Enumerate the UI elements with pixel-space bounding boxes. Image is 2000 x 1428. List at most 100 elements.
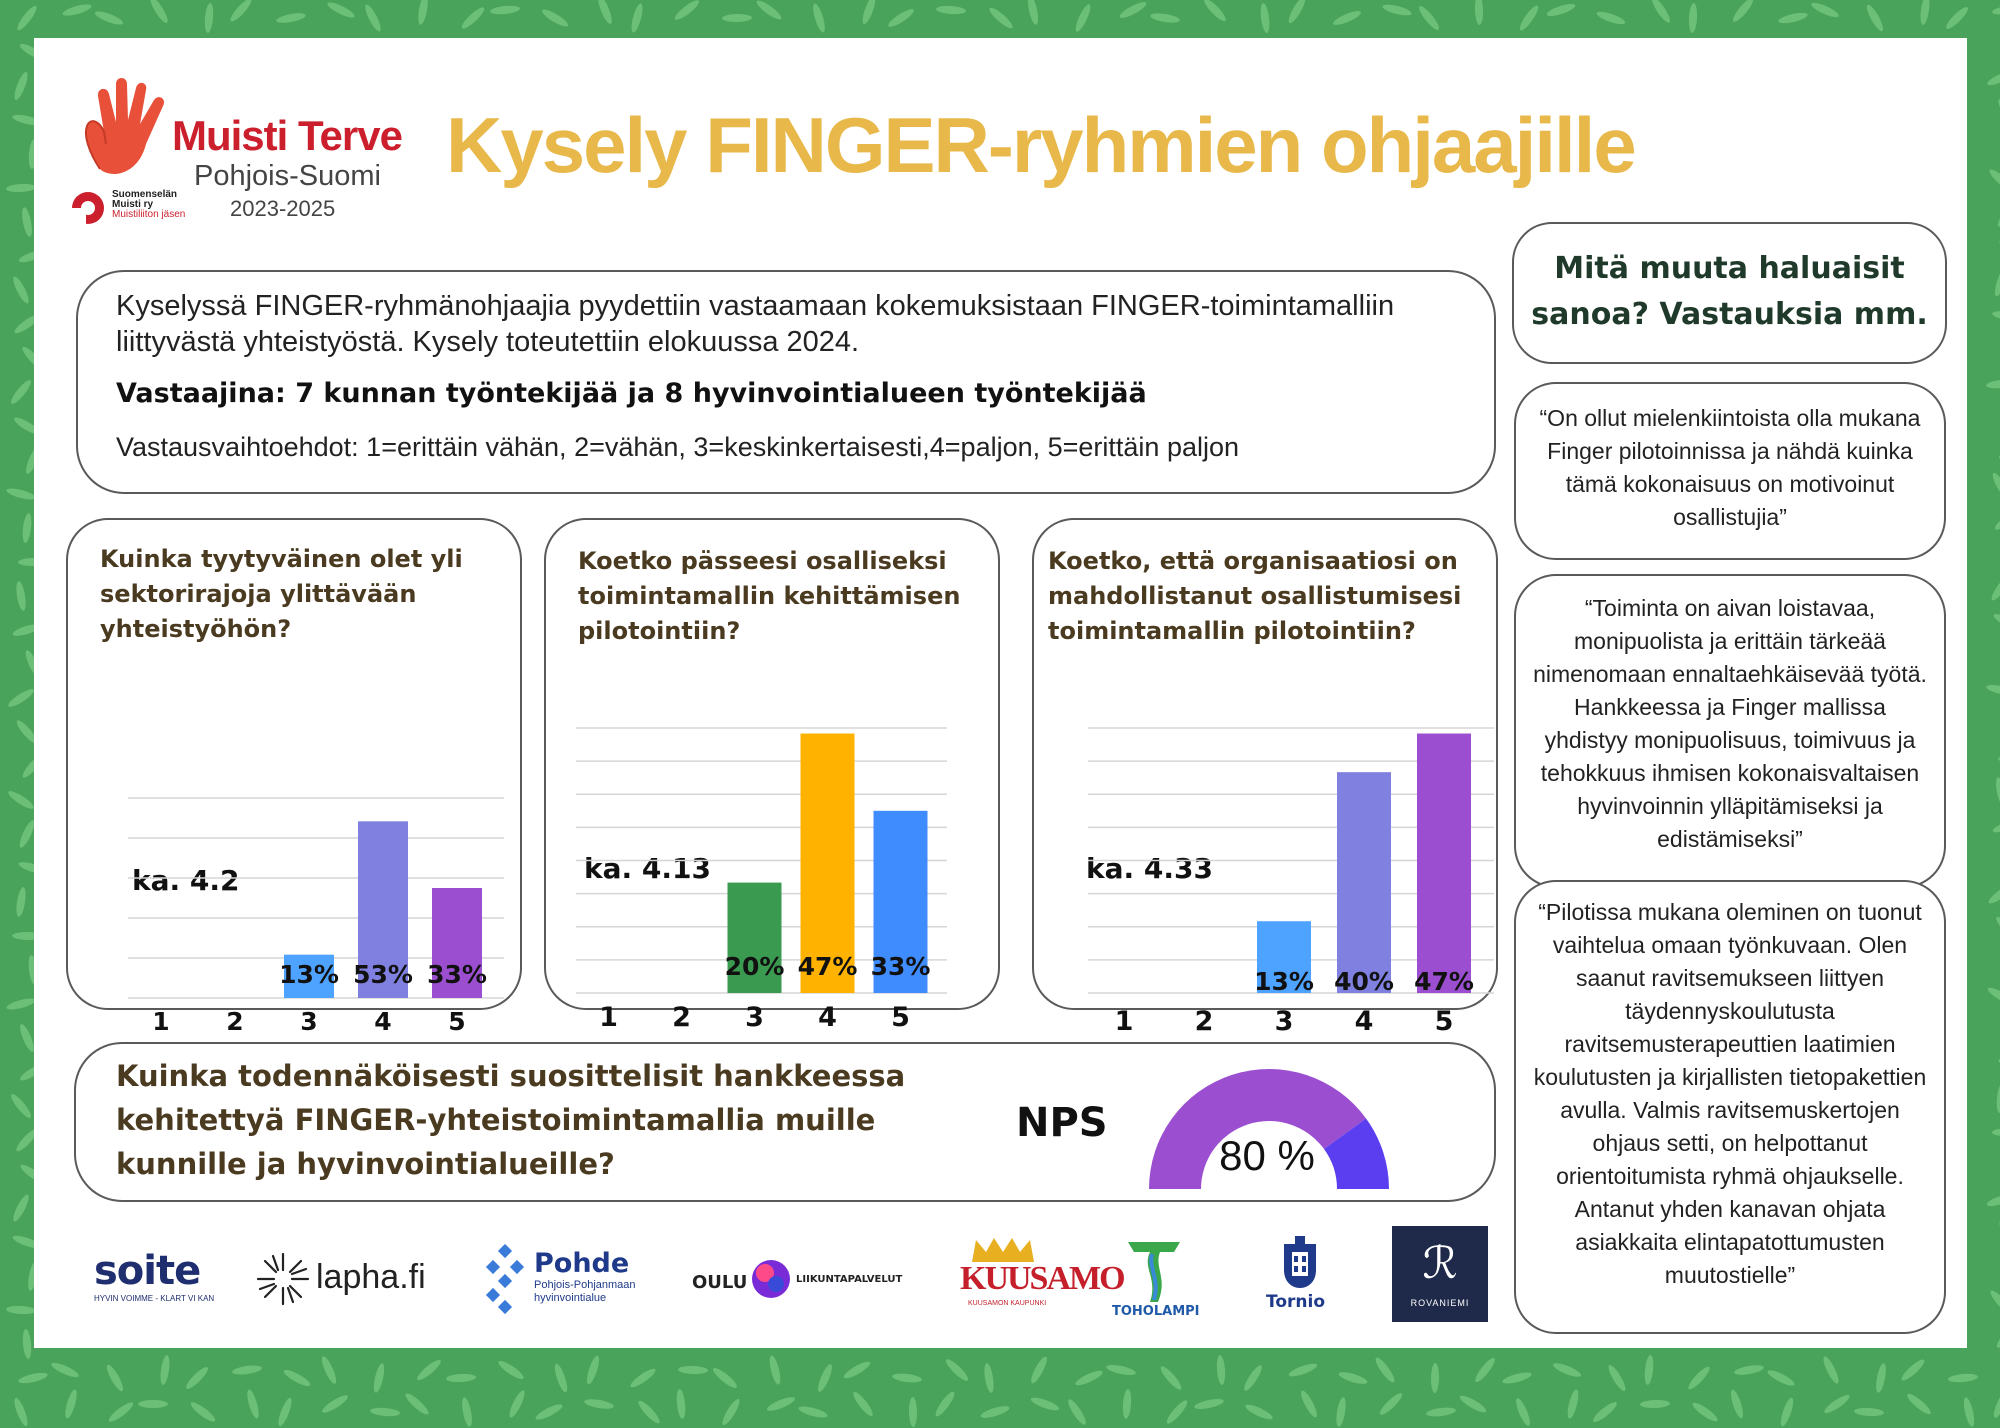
leaf-decoration (227, 0, 255, 24)
x-tick-label: 1 (152, 1007, 169, 1036)
leaf-decoration (1241, 1363, 1265, 1393)
leaf-decoration (1991, 309, 2000, 323)
leaf-decoration (1164, 1398, 1190, 1426)
leaf-decoration (540, 6, 570, 30)
kuusamo-crown-icon (972, 1238, 1034, 1262)
leaf-decoration (416, 0, 430, 26)
leaf-decoration (1474, 0, 1484, 26)
leaf-decoration (63, 1388, 79, 1420)
leaf-decoration (979, 1403, 1011, 1421)
leaf-decoration (20, 206, 34, 238)
leaf-decoration (1551, 1360, 1583, 1380)
leaf-decoration (11, 1396, 31, 1428)
leaf-decoration (1943, 4, 1971, 32)
leaf-decoration (1381, 2, 1413, 18)
leaf-decoration (489, 4, 521, 16)
chart-bar (358, 821, 408, 998)
leaf-decoration (506, 1388, 528, 1420)
leaf-decoration (797, 1404, 829, 1420)
x-tick-label: 3 (1275, 1006, 1294, 1037)
leaf-decoration (860, 0, 878, 26)
leaf-decoration (754, 0, 784, 23)
leaf-decoration (1904, 1391, 1934, 1417)
leaf-decoration (1809, 0, 1841, 20)
leaf-decoration (1985, 1191, 2000, 1209)
leaf-decoration (1331, 8, 1363, 28)
leaf-decoration (1990, 471, 2000, 501)
leaf-decoration (1025, 0, 1041, 26)
leaf-decoration (1065, 1397, 1089, 1427)
leaf-decoration (1874, 1362, 1888, 1394)
leaf-decoration (1028, 1354, 1050, 1386)
leaf-decoration (1639, 1399, 1671, 1409)
leaf-decoration (6, 686, 36, 710)
leaf-decoration (445, 1373, 477, 1383)
chart-3-bars: 1 2 13% 3 40% 4 47% 5 (1088, 727, 1494, 1037)
leaf-decoration (1778, 1396, 1796, 1428)
x-tick-label: 4 (1355, 1006, 1374, 1037)
leaf-decoration (1298, 1388, 1320, 1420)
quote-box-3 (1514, 880, 1946, 1334)
feedback-heading: Mitä muuta haluaisit sanoa? Vastauksia m… (1531, 251, 1928, 332)
leaf-decoration (943, 1356, 971, 1384)
page-title: Kysely FINGER-ryhmien ohjaajille (446, 101, 1637, 189)
leaf-decoration (281, 1367, 313, 1389)
leaf-decoration (1994, 1321, 2000, 1351)
leaf-decoration (1690, 1400, 1720, 1424)
leaf-decoration (106, 1399, 136, 1425)
leaf-decoration (1287, 1361, 1319, 1379)
chart-bar (727, 882, 782, 993)
tornio-coat-of-arms-icon (1284, 1236, 1316, 1288)
leaf-decoration (1988, 573, 2000, 603)
answer-scale-text: Vastausvaihtoehdot: 1=erittäin vähän, 2=… (116, 432, 1240, 462)
leaf-decoration (1590, 1399, 1620, 1425)
kuusamo-logo-sub: KUUSAMON KAUPUNKI (968, 1300, 1047, 1307)
respondents-text: Vastaajina: 7 kunnan työntekijää ja 8 hy… (116, 378, 1147, 409)
x-tick-label: 1 (599, 1002, 618, 1033)
nps-question: Kuinka todennäköisesti suosittelisit han… (116, 1059, 906, 1181)
leaf-decoration (1029, 1395, 1061, 1413)
leaf-decoration (635, 1398, 663, 1426)
leaf-decoration (842, 1359, 872, 1381)
leaf-decoration (721, 13, 753, 23)
leaf-decoration (1416, 3, 1442, 33)
x-tick-label: 5 (891, 1002, 910, 1033)
leaf-decoration (147, 0, 171, 25)
leaf-decoration (1995, 199, 2000, 229)
nps-gauge-fill (1149, 1069, 1367, 1189)
leaf-decoration (11, 70, 31, 102)
leaf-decoration (1765, 1367, 1797, 1389)
x-tick-label: 1 (1115, 1006, 1134, 1037)
leaf-decoration (325, 0, 357, 21)
chart-2-bars: 1 2 20% 3 47% 4 33% 5 (576, 727, 947, 1033)
rovaniemi-logo-text: ROVANIEMI (1410, 1298, 1470, 1308)
oulu-liikunta-icon (752, 1260, 790, 1298)
leaf-decoration (1993, 914, 2000, 942)
leaf-decoration (1605, 1363, 1629, 1393)
sponsor-line-1: Suomenselän (112, 189, 178, 200)
leaf-decoration (552, 1362, 570, 1394)
leaf-decoration (1286, 0, 1308, 25)
leaf-decoration (371, 1362, 387, 1394)
leaf-decoration (1986, 985, 2000, 1007)
leaf-decoration (1995, 1082, 2000, 1114)
leaf-decoration (183, 1364, 211, 1392)
leaf-decoration (403, 1390, 431, 1418)
leaf-decoration (1073, 2, 1093, 34)
quote-box-1 (1514, 382, 1946, 560)
leaf-decoration (628, 1366, 658, 1390)
leaf-decoration (1733, 1363, 1765, 1377)
leaf-decoration (1513, 1396, 1533, 1428)
lapha-logo-text: lapha.fi (316, 1258, 426, 1296)
leaf-decoration (320, 1392, 350, 1416)
leaf-decoration (1649, 0, 1673, 25)
leaf-decoration (369, 1406, 401, 1418)
leaf-decoration (1864, 2, 1886, 34)
x-tick-label: 4 (818, 1002, 837, 1033)
nps-gauge (1149, 1069, 1389, 1189)
leaf-decoration (1947, 1372, 1979, 1384)
leaf-decoration (1991, 3, 2000, 17)
chart-3-average: ka. 4.33 (1086, 852, 1213, 885)
pohde-logo-sub-1: Pohjois-Pohjanmaan (534, 1279, 636, 1291)
leaf-decoration (1158, 1364, 1184, 1392)
